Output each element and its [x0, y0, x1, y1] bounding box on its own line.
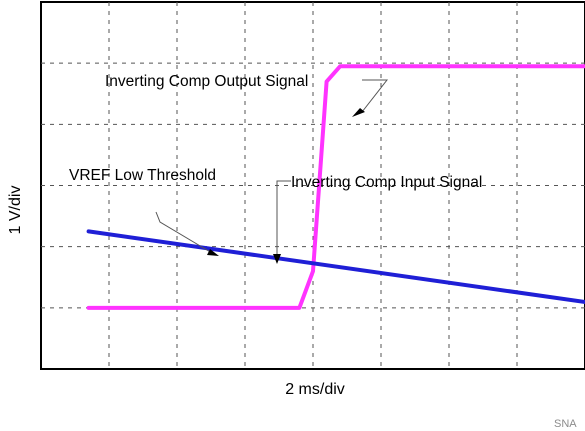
series-line-output: [86, 64, 585, 310]
annotation-input-leader: [276, 180, 291, 256]
grid: [41, 2, 585, 369]
series-group: [86, 64, 585, 310]
annotation-output-arrowhead: [352, 108, 365, 117]
annotation-input-label: Inverting Comp Input Signal: [291, 174, 482, 191]
annotation-output-leader: [361, 79, 389, 113]
annotation-vref-leader: [155, 211, 213, 254]
annotation-output-label: Inverting Comp Output Signal: [105, 73, 308, 90]
annotation-vref-label: VREF Low Threshold: [69, 167, 216, 184]
annotation-input-arrowhead: [273, 254, 281, 264]
y-axis-label: 1 V/div: [7, 185, 24, 235]
x-axis-label: 2 ms/div: [285, 381, 345, 398]
annotation-vref-arrowhead: [207, 249, 219, 256]
watermark: SNA: [554, 418, 577, 430]
series-line-input: [86, 229, 585, 305]
annotations-group: Inverting Comp Output Signal VREF Low Th…: [69, 73, 482, 264]
